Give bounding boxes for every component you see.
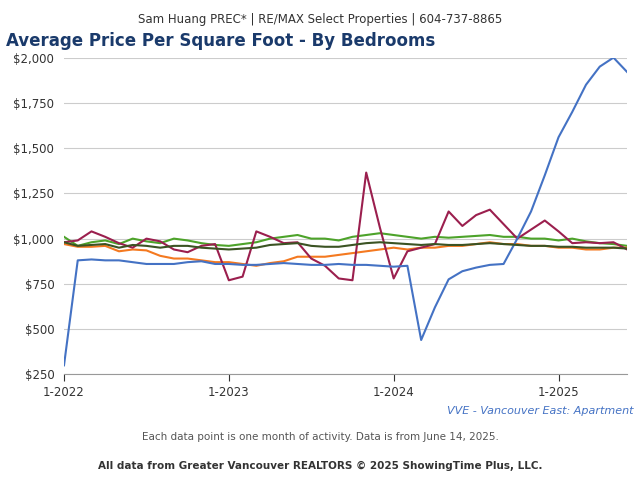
- Text: Sam Huang PREC* | RE/MAX Select Properties | 604-737-8865: Sam Huang PREC* | RE/MAX Select Properti…: [138, 13, 502, 26]
- Text: Average Price Per Square Foot - By Bedrooms: Average Price Per Square Foot - By Bedro…: [6, 33, 436, 50]
- Text: All data from Greater Vancouver REALTORS © 2025 ShowingTime Plus, LLC.: All data from Greater Vancouver REALTORS…: [98, 461, 542, 471]
- Text: VVE - Vancouver East: Apartment: VVE - Vancouver East: Apartment: [447, 406, 634, 416]
- Text: Each data point is one month of activity. Data is from June 14, 2025.: Each data point is one month of activity…: [141, 432, 499, 442]
